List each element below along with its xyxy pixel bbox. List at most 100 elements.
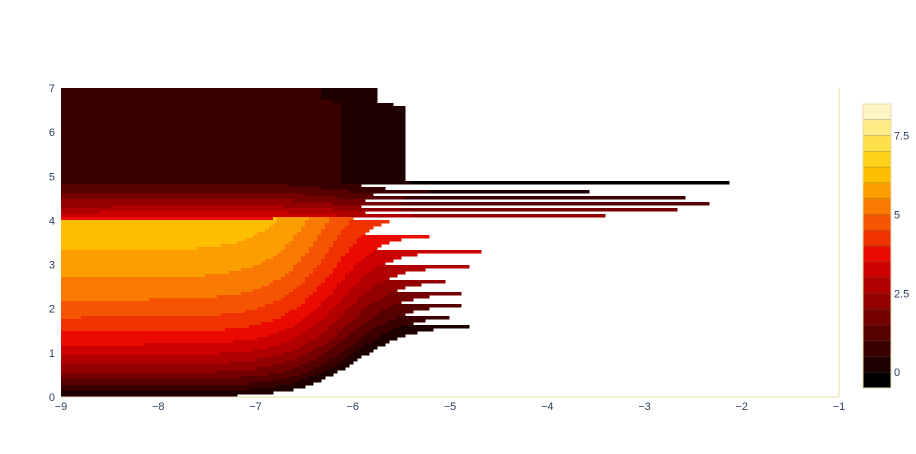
contour-cell	[369, 331, 390, 335]
contour-cell	[289, 211, 366, 215]
contour-cell	[61, 88, 322, 92]
x-tick-label: −1	[833, 401, 846, 413]
contour-cell	[333, 268, 354, 272]
contour-cell	[321, 301, 342, 305]
contour-cell	[61, 229, 266, 233]
contour-cell	[61, 304, 266, 308]
contour-cell	[61, 367, 258, 371]
contour-cell	[233, 340, 290, 344]
contour-cell	[313, 268, 334, 272]
contour-cell	[345, 226, 374, 230]
contour-cell	[413, 181, 730, 185]
contour-cell	[257, 307, 298, 311]
contour-cell	[341, 139, 406, 143]
contour-cell	[253, 235, 294, 239]
contour-cell	[329, 367, 346, 371]
contour-cell	[389, 307, 430, 311]
contour-cell	[333, 346, 350, 350]
contour-cell	[341, 232, 366, 236]
contour-cell	[61, 184, 290, 188]
x-tick-label: −2	[735, 401, 748, 413]
contour-cell	[61, 223, 274, 227]
contour-cell	[61, 169, 342, 173]
colorbar-band	[863, 356, 891, 373]
contour-cell	[61, 196, 338, 200]
contour-cell	[257, 358, 298, 362]
contour-cell	[281, 316, 306, 320]
contour-cell	[273, 379, 302, 383]
contour-cell	[313, 367, 330, 371]
contour-cell	[61, 331, 278, 335]
contour-cell	[273, 355, 302, 359]
contour-cell	[61, 163, 342, 167]
contour-cell	[297, 286, 318, 290]
contour-cell	[337, 319, 354, 323]
contour-cell	[321, 334, 338, 338]
contour-cell	[317, 235, 338, 239]
contour-cell	[373, 301, 402, 305]
contour-cell	[301, 355, 322, 359]
contour-cell	[401, 202, 710, 206]
contour-cell	[61, 136, 342, 140]
contour-cell	[345, 313, 362, 317]
contour-cell	[61, 160, 342, 164]
contour-cell	[357, 241, 390, 245]
contour-cell	[309, 295, 330, 299]
contour-cell	[429, 190, 590, 194]
contour-cell	[341, 148, 406, 152]
contour-cell	[249, 388, 294, 392]
contour-cell	[61, 277, 282, 281]
contour-cell	[401, 325, 470, 329]
contour-cell	[253, 265, 294, 269]
contour-cell	[61, 238, 246, 242]
contour-cell	[369, 253, 418, 257]
contour-cell	[333, 202, 402, 206]
contour-cell	[61, 115, 342, 119]
contour-cell	[341, 352, 354, 356]
contour-cell	[61, 100, 334, 104]
contour-cell	[273, 301, 306, 305]
contour-cell	[257, 337, 294, 341]
y-tick-label: 4	[49, 215, 55, 227]
contour-cell	[285, 313, 310, 317]
contour-cell	[61, 235, 254, 239]
contour-cell	[325, 352, 342, 356]
contour-cell	[61, 361, 230, 365]
contour-cell	[205, 274, 286, 278]
contour-cell	[297, 307, 318, 311]
contour-cell	[301, 346, 318, 350]
plot-area	[61, 88, 730, 397]
contour-cell	[341, 151, 406, 155]
colorbar-band	[863, 230, 891, 247]
contour-cell	[317, 238, 338, 242]
contour-cell	[241, 292, 290, 296]
contour-cell	[341, 109, 406, 113]
contour-cell	[61, 97, 322, 101]
contour-cell	[325, 226, 346, 230]
contour-cell	[301, 379, 322, 383]
colorbar-band	[863, 261, 891, 279]
contour-cell	[381, 310, 414, 314]
contour-cell	[61, 313, 222, 317]
contour-cell	[61, 133, 342, 137]
contour-cell	[61, 226, 270, 230]
contour-cell	[329, 349, 346, 353]
contour-cell	[349, 223, 382, 227]
contour-cell	[61, 259, 266, 263]
contour-cell	[309, 274, 330, 278]
contour-cell	[61, 364, 274, 368]
contour-cell	[385, 295, 430, 299]
contour-cell	[389, 319, 426, 323]
contour-cell	[361, 280, 386, 284]
x-tick-label: −6	[346, 401, 359, 413]
contour-cell	[325, 316, 342, 320]
contour-cell	[305, 223, 326, 227]
contour-cell	[61, 262, 262, 266]
contour-cell	[345, 349, 358, 353]
contour-cell	[373, 268, 426, 272]
contour-cell	[353, 244, 382, 248]
contour-cell	[381, 334, 406, 338]
contour-cell	[297, 262, 322, 266]
contour-cell	[321, 187, 386, 191]
contour-cell	[357, 283, 378, 287]
